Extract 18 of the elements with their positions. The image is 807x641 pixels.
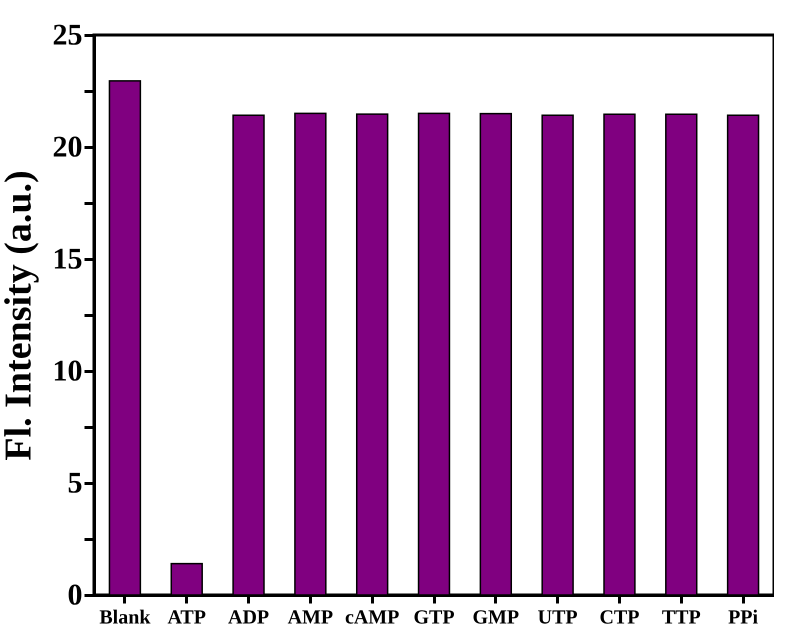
y-tick-label: 5 <box>68 466 82 500</box>
x-tick-label: TTP <box>662 606 701 628</box>
x-tick-label: ATP <box>167 606 206 628</box>
x-tick-label: PPi <box>728 606 759 628</box>
x-tick-label: GTP <box>413 606 455 628</box>
y-tick-label: 25 <box>52 18 82 52</box>
x-tick-label: UTP <box>538 606 578 628</box>
y-tick-label: 20 <box>52 130 82 164</box>
x-tick-label: CTP <box>599 606 640 628</box>
x-tick-label: ADP <box>228 606 270 628</box>
x-tick-label: AMP <box>288 606 334 628</box>
x-tick-label: cAMP <box>344 606 400 628</box>
y-axis-title: Fl. Intensity (a.u.) <box>0 170 40 461</box>
y-tick-label: 15 <box>52 242 82 276</box>
y-tick-label: 10 <box>52 354 82 388</box>
y-tick-label: 0 <box>68 578 82 612</box>
x-tick-label: GMP <box>472 606 520 628</box>
x-tick-label: Blank <box>99 606 152 628</box>
